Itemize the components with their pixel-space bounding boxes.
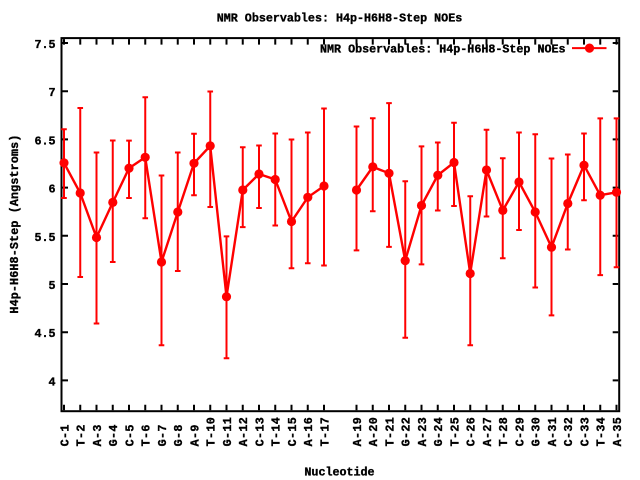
svg-text:T-21: T-21 xyxy=(383,417,397,446)
svg-text:G-4: G-4 xyxy=(107,424,121,446)
svg-text:C-33: C-33 xyxy=(578,417,592,446)
svg-text:T-34: T-34 xyxy=(595,417,609,446)
svg-text:A-23: A-23 xyxy=(416,417,430,446)
svg-text:T-6: T-6 xyxy=(140,424,154,446)
svg-text:G-7: G-7 xyxy=(156,424,170,446)
svg-text:5: 5 xyxy=(48,279,55,293)
svg-text:T-10: T-10 xyxy=(205,417,219,446)
svg-text:4: 4 xyxy=(48,375,55,389)
svg-text:A-16: A-16 xyxy=(302,417,316,446)
svg-text:G-8: G-8 xyxy=(172,424,186,446)
svg-text:A-12: A-12 xyxy=(237,417,251,446)
svg-text:C-26: C-26 xyxy=(465,417,479,446)
svg-text:7: 7 xyxy=(48,86,55,100)
svg-text:H4p-H6H8-Step (Angstroms): H4p-H6H8-Step (Angstroms) xyxy=(8,135,22,314)
svg-text:4.5: 4.5 xyxy=(34,327,55,341)
svg-text:G-22: G-22 xyxy=(400,417,414,446)
svg-text:A-9: A-9 xyxy=(188,424,202,446)
svg-text:A-31: A-31 xyxy=(546,417,560,446)
svg-text:5.5: 5.5 xyxy=(34,231,55,245)
svg-text:6.5: 6.5 xyxy=(34,134,55,148)
svg-text:7.5: 7.5 xyxy=(34,38,55,52)
svg-text:T-17: T-17 xyxy=(318,417,332,446)
svg-text:C-15: C-15 xyxy=(286,417,300,446)
svg-text:G-11: G-11 xyxy=(221,417,235,446)
svg-text:T-14: T-14 xyxy=(270,417,284,446)
svg-text:T-28: T-28 xyxy=(497,417,511,446)
svg-text:T-2: T-2 xyxy=(75,424,89,446)
svg-text:T-25: T-25 xyxy=(448,417,462,446)
svg-text:A-19: A-19 xyxy=(351,417,365,446)
svg-text:NMR Observables: H4p-H6H8-Step: NMR Observables: H4p-H6H8-Step NOEs xyxy=(320,42,565,56)
svg-text:G-30: G-30 xyxy=(530,417,544,446)
svg-text:C-29: C-29 xyxy=(513,417,527,446)
svg-text:C-32: C-32 xyxy=(562,417,576,446)
svg-text:6: 6 xyxy=(48,183,55,197)
svg-text:G-24: G-24 xyxy=(432,417,446,446)
svg-text:A-35: A-35 xyxy=(611,417,625,446)
svg-text:C-5: C-5 xyxy=(123,424,137,446)
svg-text:A-27: A-27 xyxy=(481,417,495,446)
svg-text:A-20: A-20 xyxy=(367,417,381,446)
svg-text:Nucleotide: Nucleotide xyxy=(304,466,374,480)
svg-text:A-3: A-3 xyxy=(91,424,105,446)
svg-text:C-1: C-1 xyxy=(58,424,72,446)
svg-text:C-13: C-13 xyxy=(253,417,267,446)
svg-text:NMR Observables: H4p-H6H8-Step: NMR Observables: H4p-H6H8-Step NOEs xyxy=(217,12,462,26)
